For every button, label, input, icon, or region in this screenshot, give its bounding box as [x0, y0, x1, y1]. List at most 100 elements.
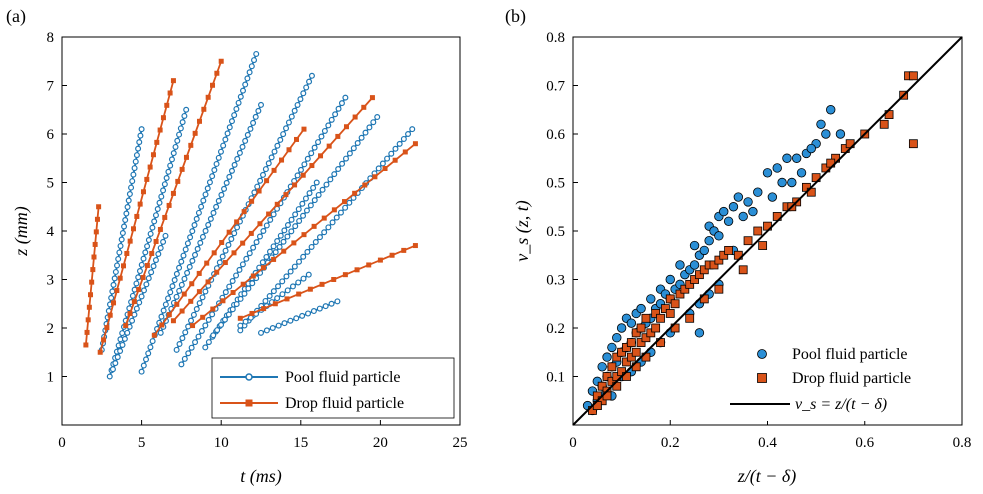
- panel-b-point-drop: [641, 313, 651, 323]
- panel-a-point: [182, 329, 189, 336]
- panel-a-series-1: [106, 106, 190, 380]
- panel-a-point: [384, 155, 391, 162]
- panel-a-point: [389, 252, 395, 258]
- panel-a-series-14: [123, 58, 224, 329]
- panel-a-point: [274, 238, 281, 245]
- panel-a-point: [209, 173, 216, 180]
- panel-a-point: [261, 306, 267, 312]
- panel-a-point: [151, 332, 157, 338]
- panel-a-point: [296, 217, 303, 224]
- panel-a-point: [331, 277, 337, 282]
- panel-a-point: [134, 213, 140, 219]
- panel-a-point: [143, 281, 150, 288]
- panel-a-point: [136, 139, 143, 146]
- panel-a-point: [191, 222, 198, 229]
- panel-a-point: [248, 230, 254, 236]
- panel-a-point: [258, 101, 265, 108]
- panel-a-point: [222, 136, 229, 143]
- panel-b-ytick-label: 0.7: [546, 79, 565, 95]
- panel-b-point-drop: [656, 313, 665, 323]
- panel-a-point: [170, 78, 176, 84]
- panel-a-point: [318, 133, 325, 140]
- panel-b-point-drop: [607, 362, 617, 372]
- panel-a-series-line: [239, 244, 416, 320]
- panel-a-point: [189, 257, 196, 264]
- panel-a-point: [176, 131, 183, 138]
- panel-a-point: [323, 181, 330, 188]
- panel-a-point: [133, 305, 140, 312]
- panel-a-point: [194, 245, 201, 252]
- panel-a-point: [281, 227, 288, 234]
- panel-a-point: [249, 310, 255, 316]
- panel-b-point-pool: [816, 119, 826, 130]
- panel-a-ylabel: z (mm): [11, 206, 32, 257]
- panel-a-point: [150, 152, 156, 158]
- panel-b-point-drop: [626, 338, 636, 347]
- panel-a-point: [265, 160, 272, 167]
- panel-a-point: [176, 264, 183, 271]
- panel-a-point: [284, 287, 291, 294]
- panel-a-point: [97, 349, 103, 355]
- panel-a-point: [258, 329, 265, 336]
- panel-a-point: [160, 115, 166, 121]
- panel-a-point: [137, 132, 144, 139]
- panel-a-point: [205, 221, 212, 228]
- panel-a-point: [205, 339, 212, 346]
- panel-a-point: [115, 255, 122, 262]
- panel-a-point: [247, 314, 254, 321]
- panel-a-point: [334, 298, 341, 305]
- panel-a-point: [315, 191, 322, 198]
- panel-a-point: [129, 178, 136, 185]
- panel-a-point: [322, 303, 329, 310]
- panel-a-point: [202, 322, 209, 329]
- panel-a-point: [237, 93, 244, 100]
- panel-a-point: [192, 339, 199, 346]
- panel-a-point: [210, 82, 216, 88]
- panel-a-point: [155, 251, 162, 258]
- panel-a-point: [294, 136, 300, 142]
- panel-a-xtick-label: 5: [138, 435, 146, 451]
- panel-a-marks: [83, 50, 418, 380]
- panel-b-point-drop: [665, 294, 675, 304]
- panel-a-point: [249, 280, 256, 287]
- panel-b-xlabel: z/(t − δ): [737, 466, 797, 487]
- panel-a-point: [256, 188, 262, 194]
- panel-a-point: [288, 216, 295, 223]
- panel-a-point: [121, 223, 128, 230]
- panel-a-point: [223, 179, 230, 186]
- panel-a-point: [162, 301, 169, 308]
- panel-a-point: [229, 306, 236, 313]
- panel-a-point: [303, 84, 310, 91]
- panel-a-point: [342, 94, 349, 101]
- panel-a-point: [178, 361, 185, 368]
- panel-b-point-pool: [699, 245, 709, 256]
- panel-a-point: [160, 187, 167, 194]
- panel-a-point: [218, 191, 225, 198]
- panel-a-point: [263, 253, 270, 260]
- panel-a-point: [175, 178, 181, 184]
- panel-a-point: [154, 139, 160, 145]
- panel-a-point: [107, 312, 113, 318]
- panel-b-point-drop: [714, 255, 724, 265]
- panel-a-point: [302, 195, 309, 202]
- panel-a-yticks: 1 2 3 4 5 6 7 8: [47, 30, 67, 386]
- panel-b-point-pool: [665, 274, 675, 285]
- panel-a-point: [160, 238, 167, 245]
- panel-a-xtick-label: 10: [214, 435, 229, 451]
- panel-a-point: [94, 216, 100, 222]
- panel-a-point: [311, 197, 318, 204]
- panel-a-point: [213, 203, 220, 210]
- panel-a-point: [228, 236, 235, 243]
- panel-a-point: [361, 104, 367, 110]
- panel-a-point: [304, 248, 311, 255]
- panel-a-point: [198, 328, 205, 335]
- panel-a-point: [362, 182, 368, 188]
- panel-a-point: [184, 269, 191, 276]
- panel-a-point: [226, 124, 233, 131]
- panel-a-series-2: [109, 232, 169, 373]
- panel-a-point: [173, 270, 180, 277]
- panel-a-point: [287, 317, 294, 324]
- panel-a-point: [110, 281, 117, 288]
- panel-a-point: [342, 204, 349, 211]
- panel-a-point: [396, 140, 403, 147]
